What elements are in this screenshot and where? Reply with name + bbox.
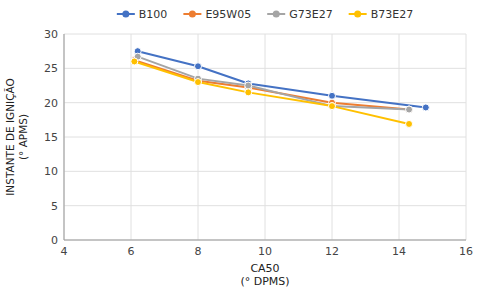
y-tick-label: 15	[44, 131, 58, 144]
series-group	[131, 48, 429, 128]
axes: 0 5 10 15 20 25 30 4 6 8 10 12 14 16 CA50(° DPMS) INSTA…	[4, 28, 473, 288]
x-grid-line	[64, 34, 65, 240]
x-axis-label-line: (° DPMS)	[240, 275, 289, 288]
y-tick-label: 0	[51, 234, 58, 247]
legend-label: B73E27	[371, 8, 414, 21]
y-tick-label: 20	[44, 97, 58, 110]
y-axis-line	[64, 34, 65, 240]
legend-item: B100	[117, 8, 168, 21]
x-grid-line	[466, 34, 467, 240]
legend-item: G73E27	[267, 8, 332, 21]
x-tick-label: 16	[459, 245, 473, 258]
series-line	[134, 60, 409, 109]
y-tick-label: 5	[51, 200, 58, 213]
x-grid-line	[265, 34, 266, 240]
series-point	[195, 63, 202, 70]
y-tick-label: 25	[44, 62, 58, 75]
y-tick-label: 10	[44, 165, 58, 178]
legend-label: B100	[139, 8, 168, 21]
series-point	[406, 120, 413, 127]
legend-label: G73E27	[289, 8, 332, 21]
x-tick-label: 10	[258, 245, 272, 258]
legend-item: E95W05	[183, 8, 251, 21]
legend-label: E95W05	[205, 8, 251, 21]
y-axis-label: INSTANTE DE IGNIÇÃO(° APMS)	[4, 78, 29, 195]
grid	[64, 34, 466, 240]
series-line	[138, 51, 426, 107]
series-point	[329, 103, 336, 110]
x-tick-label: 8	[195, 245, 202, 258]
chart: 0 5 10 15 20 25 30 4 6 8 10 12 14 16 CA50(° DPMS) INSTA…	[0, 0, 480, 296]
legend-swatch-marker	[354, 11, 361, 18]
x-grid-line	[131, 34, 132, 240]
series-point	[245, 89, 252, 96]
series-point	[422, 104, 429, 111]
y-axis-label-line: INSTANTE DE IGNIÇÃO	[4, 78, 16, 195]
x-tick-label: 12	[325, 245, 339, 258]
series	[131, 58, 413, 127]
series	[134, 53, 412, 113]
x-grid-line	[332, 34, 333, 240]
x-grid-line	[399, 34, 400, 240]
series-line	[138, 57, 409, 110]
legend-item: B73E27	[349, 8, 414, 21]
series-point	[329, 92, 336, 99]
series-point	[329, 103, 336, 110]
y-grid-line	[64, 240, 466, 241]
legend-swatch-marker	[273, 11, 280, 18]
legend: B100 E95W05 G73E27 B73E27	[117, 8, 413, 21]
x-axis-line	[64, 240, 466, 241]
x-tick-label: 14	[392, 245, 406, 258]
x-tick-label: 4	[61, 245, 68, 258]
y-tick-label: 30	[44, 28, 58, 41]
y-axis-label-line: (° APMS)	[17, 114, 29, 160]
series-point	[406, 106, 413, 113]
x-axis-label-line: CA50	[250, 262, 279, 275]
series	[131, 57, 413, 113]
legend-swatch-marker	[189, 11, 196, 18]
series-line	[134, 61, 409, 123]
x-tick-label: 6	[128, 245, 135, 258]
series-point	[245, 82, 252, 89]
series	[134, 48, 429, 111]
series-point	[195, 79, 202, 86]
series-point	[131, 58, 138, 65]
legend-swatch-marker	[122, 11, 129, 18]
x-axis-label: CA50(° DPMS)	[240, 262, 289, 288]
series-point	[406, 106, 413, 113]
